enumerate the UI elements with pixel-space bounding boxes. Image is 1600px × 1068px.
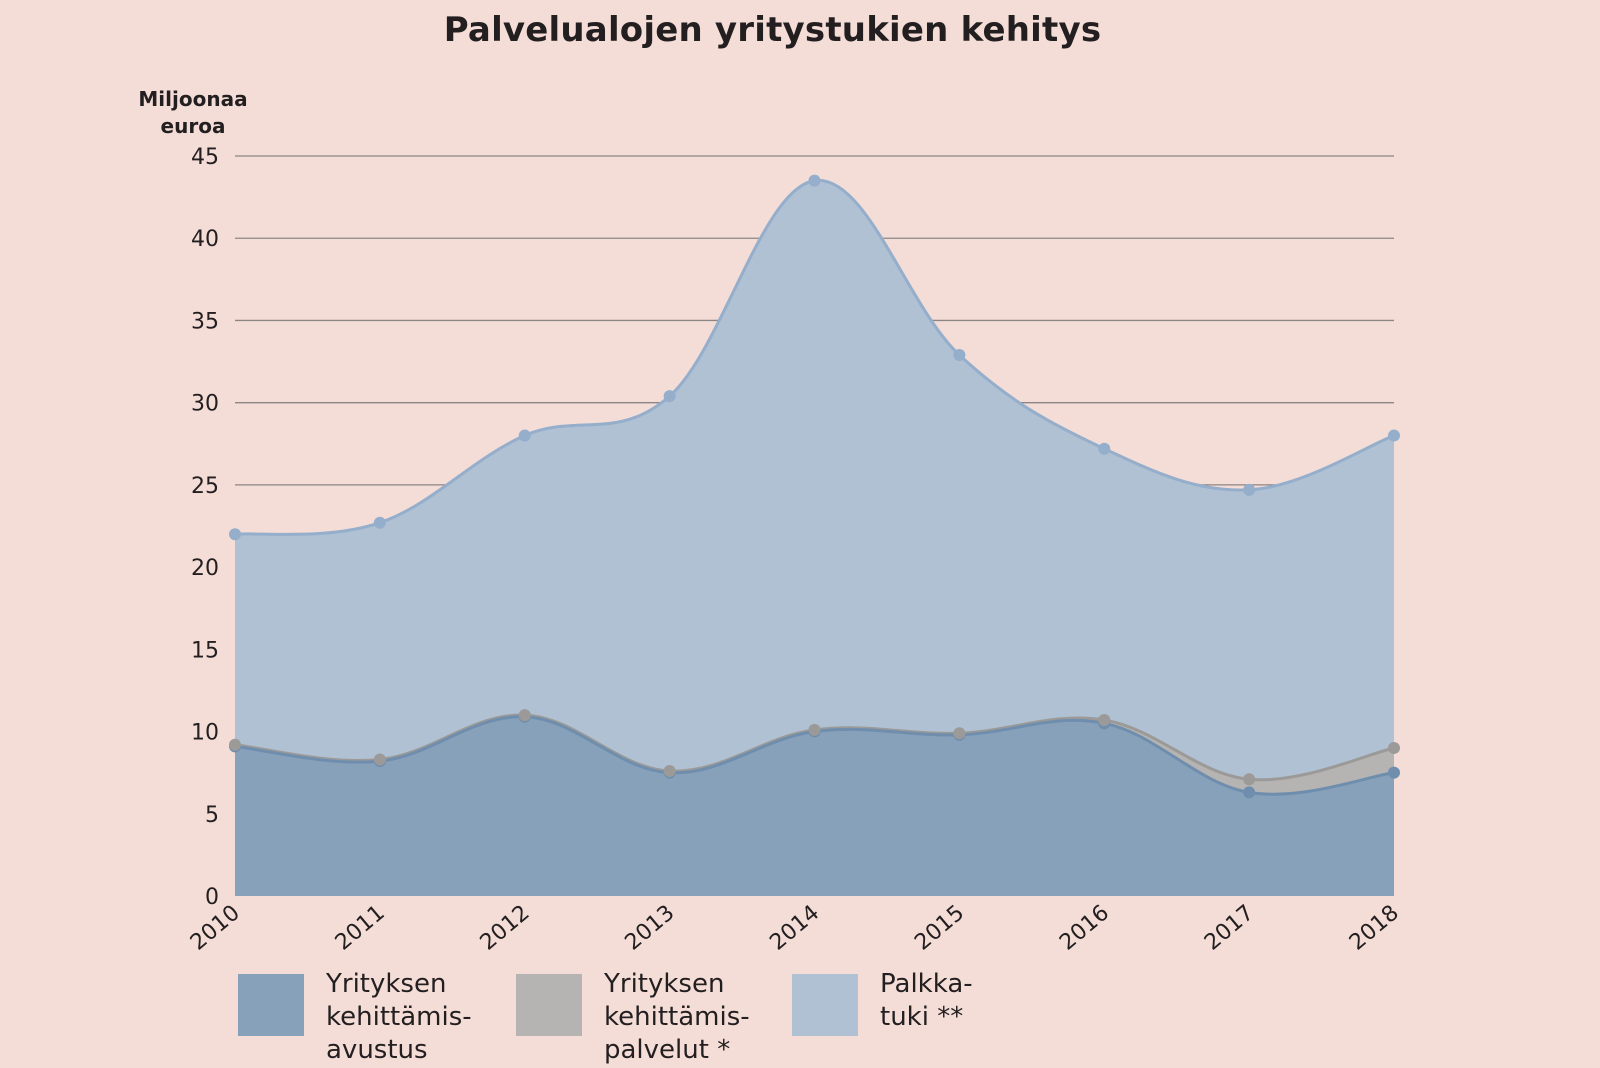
- x-tick-label-2014: 2014: [765, 900, 824, 955]
- legend-label-avustus: Yrityksen kehittämis- avustus: [326, 969, 472, 1065]
- point-palvelut-2018: [1388, 742, 1400, 754]
- point-palkkatuki-2016: [1098, 442, 1111, 455]
- chart-title: Palvelualojen yritystukien kehitys: [443, 10, 1102, 50]
- data-points: [229, 174, 1400, 799]
- y-tick-label-5: 5: [205, 803, 219, 828]
- y-tick-label-10: 10: [191, 721, 219, 746]
- y-tick-label-15: 15: [191, 638, 219, 663]
- y-axis-unit-line-1: Miljoonaa: [138, 87, 248, 111]
- x-tick-label-2018: 2018: [1345, 900, 1404, 955]
- y-tick-label-40: 40: [191, 227, 219, 252]
- point-avustus-2017: [1243, 786, 1256, 799]
- legend-swatch-palkkatuki: [792, 974, 858, 1036]
- point-palvelut-2016: [1098, 714, 1111, 727]
- point-palvelut-2012: [518, 709, 531, 722]
- x-tick-label-2011: 2011: [331, 900, 390, 955]
- legend-label-palkkatuki: Palkka- tuki **: [880, 969, 973, 1032]
- x-axis-ticks: 2010 2011 2012 2013 2014 2015 2016 2017 2018: [186, 900, 1404, 955]
- point-palvelut-2011: [373, 753, 386, 766]
- point-palvelut-2013: [663, 765, 676, 778]
- area-avustus: [235, 716, 1394, 896]
- point-avustus-2018: [1388, 766, 1400, 779]
- point-palvelut-2014: [808, 723, 821, 736]
- y-tick-label-25: 25: [191, 474, 219, 499]
- y-tick-label-45: 45: [191, 145, 219, 170]
- x-tick-label-2017: 2017: [1200, 900, 1259, 955]
- point-palkkatuki-2014: [808, 174, 821, 187]
- point-palkkatuki-2010: [229, 528, 241, 541]
- legend-swatch-palvelut: [516, 974, 582, 1036]
- point-palvelut-2017: [1243, 773, 1256, 786]
- y-axis-ticks: 0 5 10 15 20 25 30 35 40 45: [191, 145, 219, 910]
- x-tick-label-2015: 2015: [910, 900, 969, 955]
- legend-swatch-avustus: [238, 974, 304, 1036]
- legend-label-palvelut: Yrityksen kehittämis- palvelut *: [604, 969, 750, 1065]
- x-tick-label-2013: 2013: [621, 900, 680, 955]
- x-tick-label-2012: 2012: [476, 900, 535, 955]
- point-palkkatuki-2011: [373, 516, 386, 529]
- y-tick-label-0: 0: [205, 885, 219, 910]
- point-palvelut-2010: [229, 738, 241, 751]
- point-palkkatuki-2017: [1243, 483, 1256, 496]
- y-tick-label-35: 35: [191, 309, 219, 334]
- point-palkkatuki-2013: [663, 390, 676, 403]
- y-axis-unit-label: Miljoonaa euroa: [118, 86, 268, 140]
- point-palkkatuki-2015: [953, 348, 966, 361]
- y-tick-label-20: 20: [191, 556, 219, 581]
- x-tick-label-2016: 2016: [1055, 900, 1114, 955]
- point-palkkatuki-2012: [518, 429, 531, 442]
- point-palkkatuki-2018: [1388, 429, 1400, 442]
- y-tick-label-30: 30: [191, 392, 219, 417]
- y-axis-unit-line-2: euroa: [160, 114, 226, 138]
- area-series: [234, 179, 1395, 897]
- point-palvelut-2015: [953, 727, 966, 740]
